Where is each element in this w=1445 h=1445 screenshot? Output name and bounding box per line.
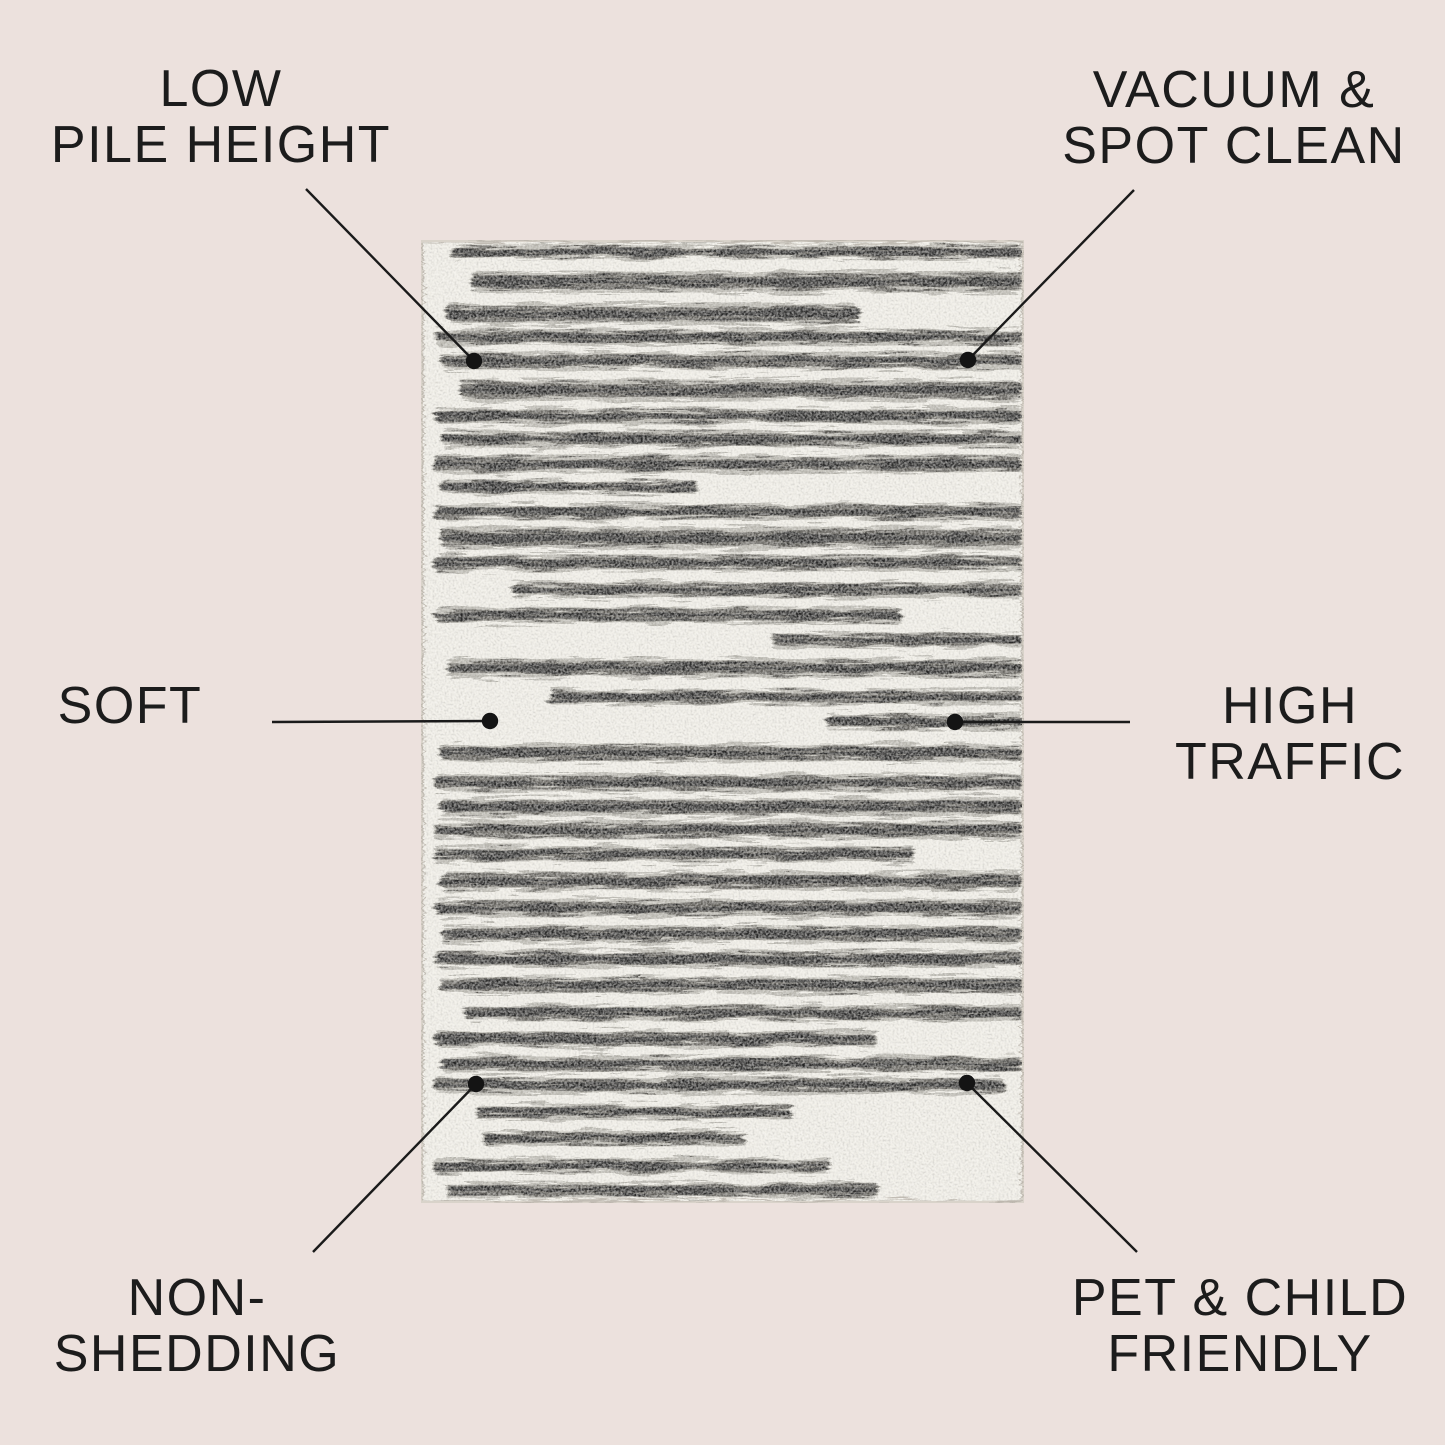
leader-line-low-pile-height [305, 188, 475, 362]
leader-dot-vacuum-spot-clean [959, 351, 977, 369]
leader-line-soft [271, 719, 491, 724]
label-line: SPOT CLEAN [1062, 117, 1406, 175]
rug-image [421, 240, 1024, 1203]
label-line: SOFT [57, 677, 203, 735]
label-low-pile-height: LOW PILE HEIGHT [40, 61, 402, 173]
label-soft: SOFT [40, 678, 220, 734]
label-pet-child-friendly: PET & CHILD FRIENDLY [1040, 1270, 1440, 1382]
leader-line-non-shedding [312, 1083, 477, 1253]
label-line: NON- [127, 1269, 267, 1327]
label-vacuum-spot-clean: VACUUM & SPOT CLEAN [1058, 62, 1410, 174]
label-line: FRIENDLY [1107, 1325, 1373, 1383]
label-line: LOW [159, 60, 283, 118]
leader-dot-pet-child-friendly [958, 1074, 976, 1092]
leader-dot-low-pile-height [465, 352, 483, 370]
rug-texture-dark [421, 240, 1024, 1203]
leader-dot-soft [481, 712, 499, 730]
label-line: TRAFFIC [1174, 733, 1406, 791]
label-non-shedding: NON- SHEDDING [16, 1270, 378, 1382]
leader-dot-high-traffic [946, 713, 964, 731]
label-line: VACUUM & [1092, 61, 1376, 119]
leader-line-vacuum-spot-clean [967, 189, 1135, 361]
label-line: PET & CHILD [1071, 1269, 1409, 1327]
label-line: SHEDDING [53, 1325, 341, 1383]
label-high-traffic: HIGH TRAFFIC [1108, 678, 1445, 790]
leader-line-pet-child-friendly [966, 1082, 1138, 1253]
label-line: PILE HEIGHT [50, 116, 392, 174]
leader-dot-non-shedding [467, 1075, 485, 1093]
label-line: HIGH [1222, 677, 1358, 735]
